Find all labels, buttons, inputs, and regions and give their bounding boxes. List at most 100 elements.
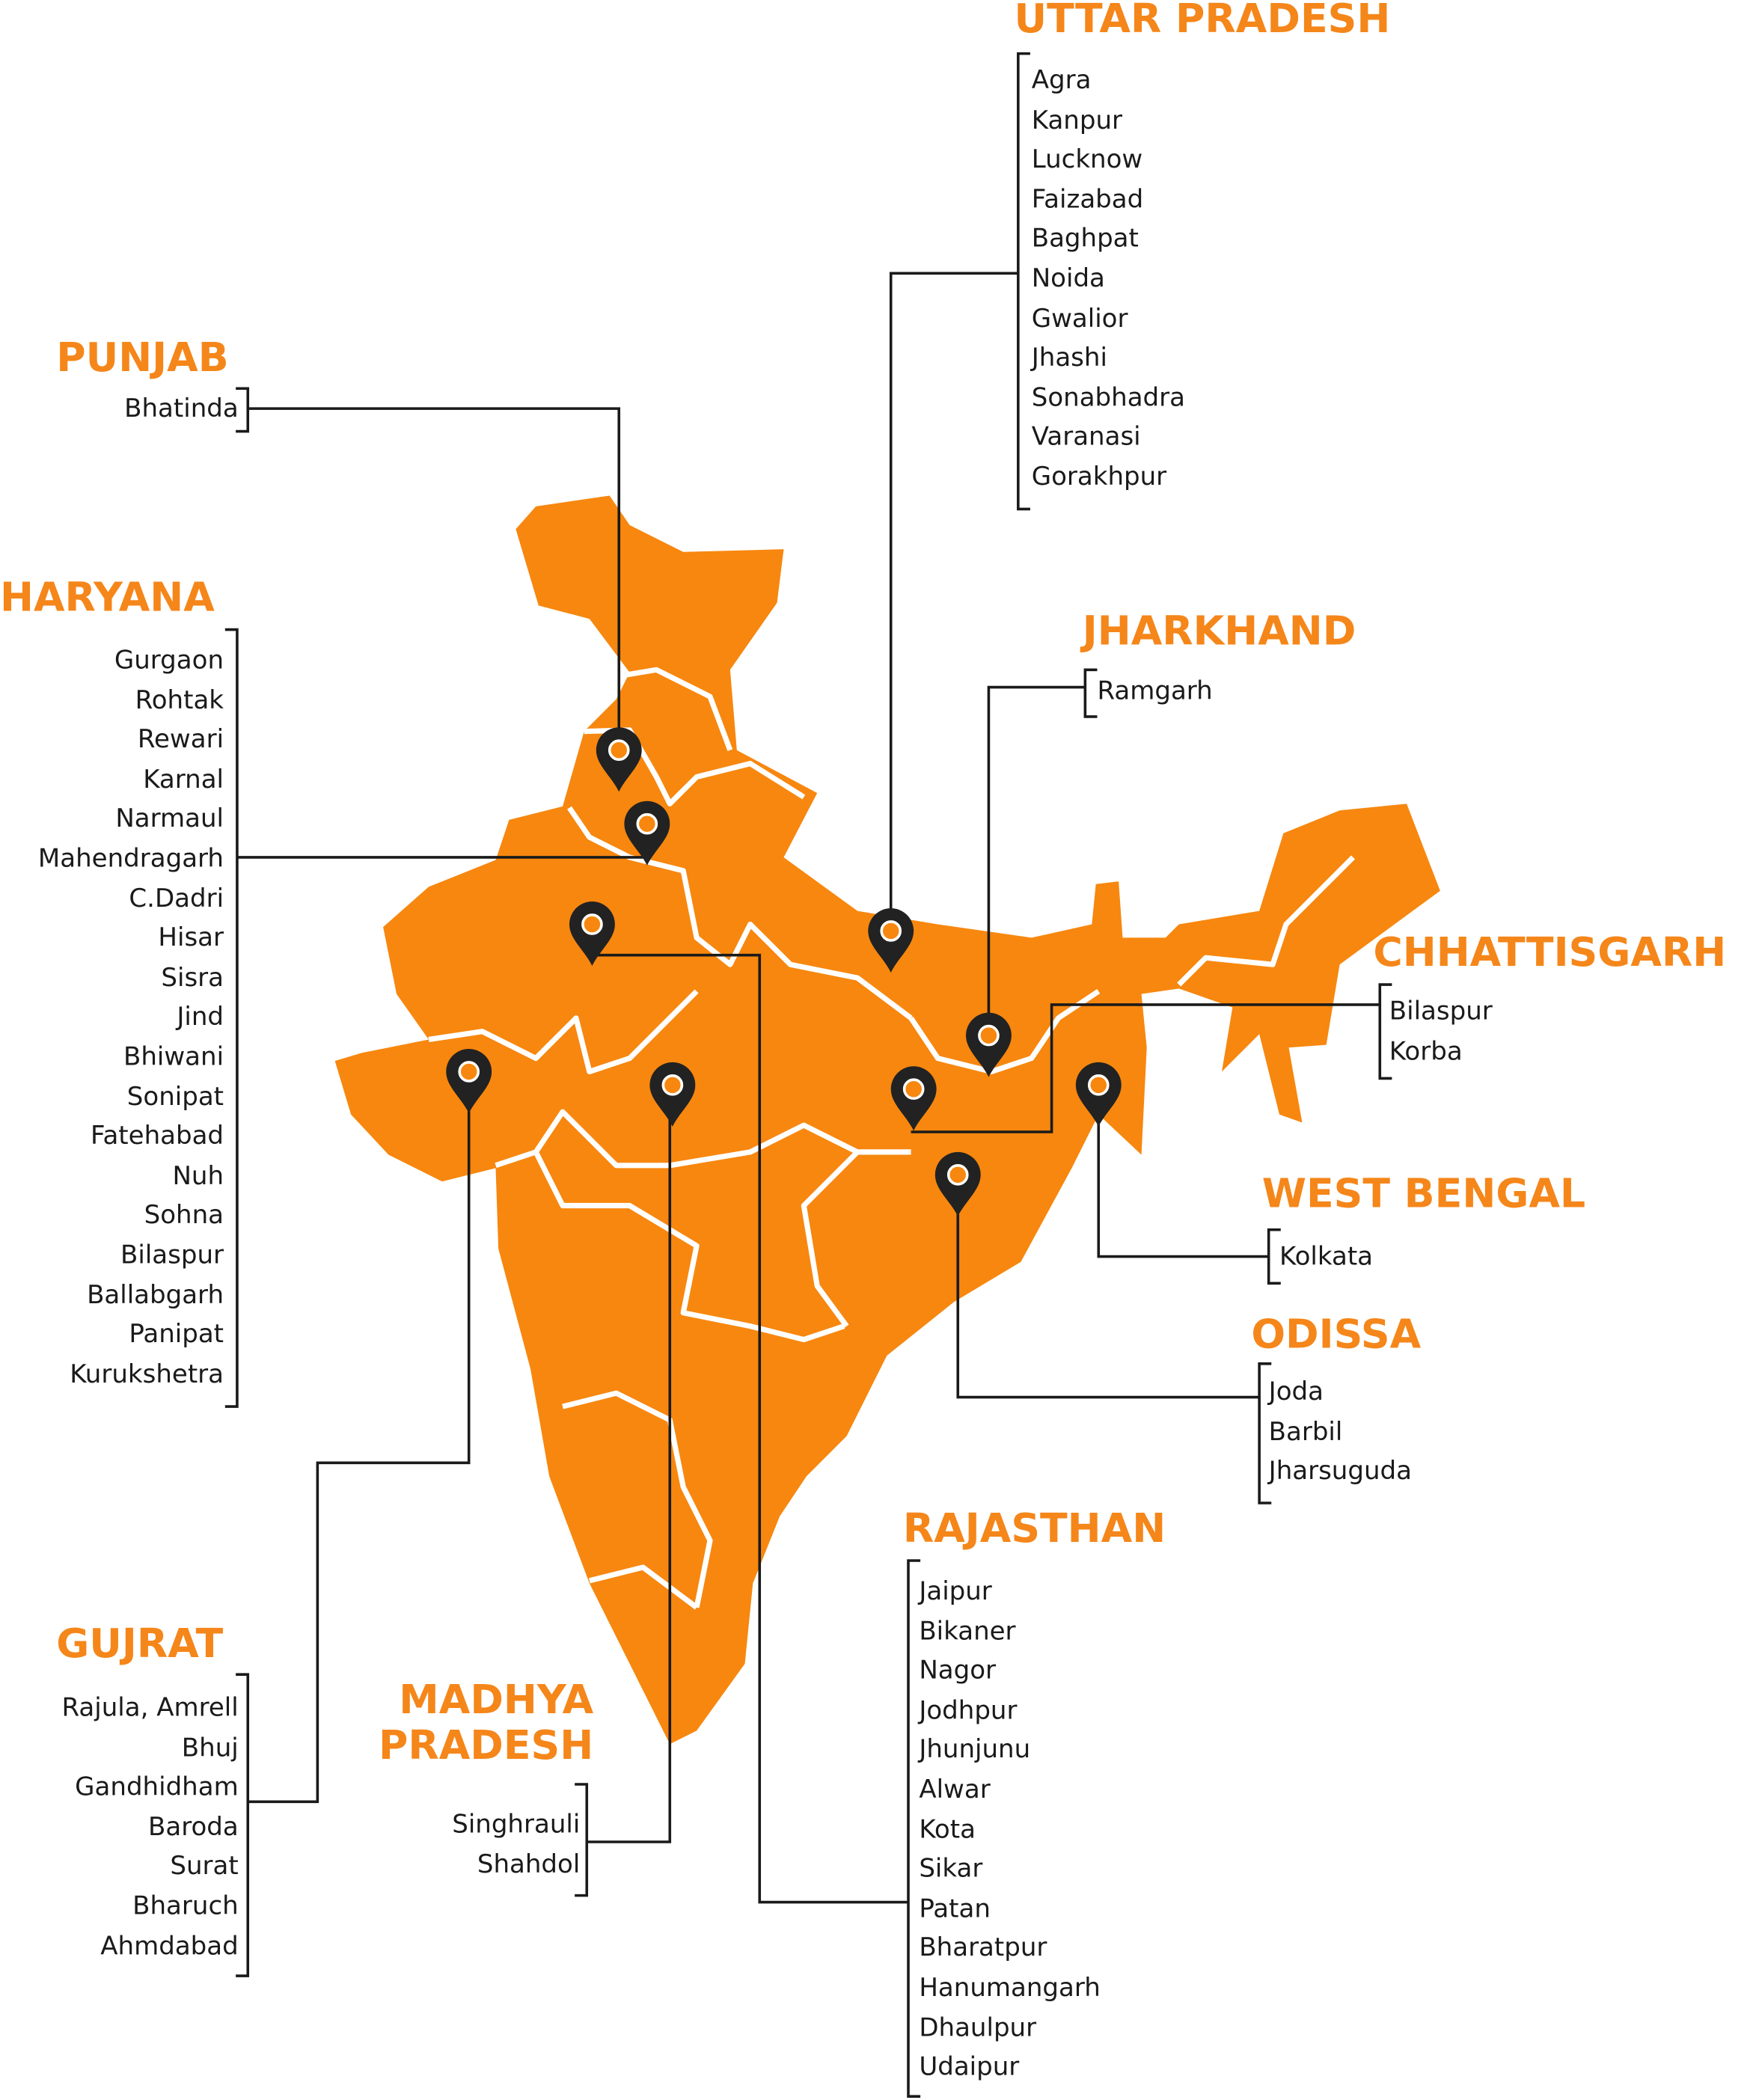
bracket [1258,1362,1272,1504]
city-name: Dhaulpur [919,2012,1037,2042]
city-name: Surat [170,1852,239,1882]
connector-line [589,953,908,1904]
city-name: Kurukshetra [70,1359,224,1389]
pin-dot [978,1024,1000,1047]
city-name: Bilaspur [1389,997,1493,1026]
bracket [575,1783,589,1897]
city-name: Fatehabad [91,1121,224,1151]
city-name: Jharsuguda [1268,1456,1412,1487]
region-title: ODISSA [1251,1311,1422,1359]
region-title: GUJRAT [56,1620,224,1668]
bracket [236,387,250,433]
pin-dot [1087,1074,1110,1096]
city-name: Bilaspur [120,1240,224,1270]
connector-line [987,685,1086,1032]
bracket [1378,983,1392,1080]
bracket [907,1559,921,2099]
bracket [236,1673,250,1977]
city-name: Lucknow [1031,144,1143,175]
connector-line [956,1178,1260,1399]
city-name: Sisra [161,963,224,993]
city-name: Korba [1389,1036,1463,1066]
city-name: Bikaner [919,1616,1016,1646]
connector-line [889,272,1018,925]
pins [446,727,1122,1216]
city-name: Alwar [919,1775,991,1804]
connector-line [248,407,621,744]
city-name: Baroda [148,1812,239,1842]
city-name: Kanpur [1031,105,1123,135]
connector-line [248,1092,471,1804]
city-name: Sohna [144,1201,224,1231]
city-name: Rohtak [135,685,224,715]
city-name: Gwalior [1031,303,1128,334]
connector-line [911,1003,1380,1133]
city-name: Hanumangarh [919,1973,1101,2003]
city-name: Sonabhadra [1031,382,1185,413]
city-name: Agra [1031,65,1092,96]
city-name: Nuh [172,1161,224,1191]
city-name: Barbil [1268,1416,1343,1447]
city-name: Rajula, Amrell [61,1693,239,1723]
city-name: Panipat [129,1320,224,1350]
pin-dot [636,812,658,835]
city-name: Sonipat [126,1082,224,1112]
city-name: Rewari [137,725,224,755]
city-name: Bharuch [132,1891,239,1921]
city-name: Narmaul [115,804,224,834]
city-name: Gandhidham [75,1772,239,1802]
city-name: Faizabad [1031,184,1144,215]
city-name: Joda [1268,1377,1324,1407]
connectors [224,52,1392,2099]
region-title: RAJASTHAN [902,1505,1166,1553]
city-name: Bhuj [181,1733,239,1763]
city-name: Bhatinda [124,394,239,423]
city-name: Bharatpur [919,1933,1047,1963]
city-name: Jhashi [1031,343,1107,373]
city-name: Shahdol [477,1849,581,1879]
city-name: Udaipur [919,2052,1020,2082]
city-name: Bhiwani [123,1042,224,1072]
pin-dot [581,913,603,935]
pin-dot [458,1061,480,1083]
city-name: Ballabgarh [87,1280,224,1310]
pin-dot [880,920,902,942]
city-name: Gorakhpur [1031,462,1167,492]
city-name: Nagor [919,1656,997,1686]
region-title: PUNJAB [56,334,229,382]
city-name: Varanasi [1031,422,1141,453]
city-name: Noida [1031,263,1105,294]
pin-dot [946,1163,969,1186]
city-name: Karnal [143,765,224,795]
region-title: MADHYA PRADESH [378,1677,594,1770]
city-name: Hisar [158,923,224,953]
city-name: Patan [919,1894,991,1923]
bracket [1083,668,1098,718]
bracket [224,628,239,1408]
city-name: Jhunjunu [919,1735,1031,1765]
city-name: Ramgarh [1097,676,1213,706]
region-title: JHARKHAND [1082,607,1356,655]
city-name: Singhrauli [452,1810,581,1840]
city-name: Jind [177,1002,224,1032]
city-name: Kota [919,1814,976,1844]
pin-dot [608,739,630,762]
pin-dot [661,1074,684,1096]
city-name: C.Dadri [129,884,224,913]
region-title: HARYANA [0,575,215,622]
city-name: Baghpat [1031,224,1139,254]
city-name: Ahmdabad [100,1931,239,1961]
city-name: Kolkata [1279,1241,1374,1272]
region-title: UTTAR PRADESH [1014,0,1391,43]
city-name: Mahendragarh [37,844,224,874]
city-name: Sikar [919,1854,983,1884]
connector-line [587,1092,672,1843]
bracket [1017,52,1030,511]
city-name: Jaipur [919,1576,992,1606]
city-name: Jodhpur [919,1695,1018,1725]
connector-line [1097,1092,1269,1258]
region-title: WEST BENGAL [1261,1170,1586,1218]
region-title: CHHATTISGARH [1373,929,1727,977]
